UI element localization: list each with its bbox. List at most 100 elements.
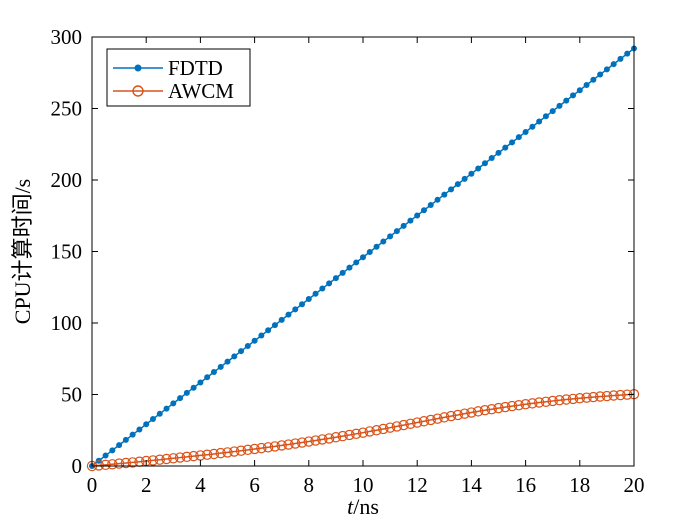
data-point-awcm-52 [439, 412, 450, 423]
y-tick-label-2: 100 [51, 311, 83, 335]
data-point-fdtd-64 [522, 128, 529, 135]
x-tick-label-6: 12 [407, 473, 428, 497]
data-point-awcm-44 [384, 422, 396, 433]
data-point-awcm-27 [269, 441, 281, 452]
y-tick-label-6: 300 [51, 25, 83, 49]
data-point-awcm-71 [567, 393, 579, 405]
data-point-fdtd-4 [116, 442, 123, 449]
data-point-fdtd-46 [400, 222, 407, 229]
data-point-awcm-41 [364, 426, 375, 437]
data-point-fdtd-44 [387, 233, 394, 240]
data-point-fdtd-62 [509, 139, 516, 146]
data-point-fdtd-12 [170, 400, 177, 407]
legend-marker-awcm [132, 85, 144, 97]
data-point-fdtd-27 [271, 322, 278, 329]
data-point-awcm-6 [127, 457, 138, 468]
x-tick-label-3: 6 [249, 473, 260, 497]
data-point-fdtd-73 [583, 81, 590, 88]
y-axis-label: CPU计算时间/s [10, 179, 35, 324]
data-point-fdtd-77 [610, 61, 617, 68]
data-point-fdtd-2 [102, 452, 109, 459]
data-point-awcm-46 [398, 419, 409, 431]
data-point-awcm-73 [581, 392, 592, 403]
data-point-fdtd-52 [441, 191, 448, 198]
x-tick-label-2: 4 [195, 473, 206, 497]
data-point-awcm-51 [432, 413, 443, 424]
data-point-awcm-75 [594, 391, 606, 402]
data-point-fdtd-65 [529, 123, 536, 130]
data-point-fdtd-20 [224, 358, 231, 365]
legend-entry-awcm: AWCM [113, 79, 234, 103]
data-point-fdtd-56 [468, 170, 475, 177]
data-point-awcm-1 [93, 460, 104, 471]
data-point-awcm-28 [276, 440, 287, 451]
data-point-fdtd-76 [603, 66, 610, 73]
data-point-fdtd-55 [461, 175, 468, 182]
data-point-fdtd-15 [190, 384, 197, 391]
data-point-awcm-78 [615, 389, 626, 401]
legend: FDTD AWCM [106, 48, 251, 107]
data-point-fdtd-67 [542, 113, 549, 120]
data-point-fdtd-40 [360, 254, 366, 261]
data-point-awcm-17 [201, 449, 213, 460]
data-point-fdtd-5 [122, 436, 129, 443]
data-point-fdtd-19 [217, 363, 224, 370]
data-point-fdtd-78 [617, 55, 624, 62]
data-point-awcm-50 [425, 414, 436, 426]
data-point-fdtd-37 [339, 269, 346, 276]
data-point-fdtd-68 [549, 108, 556, 115]
data-point-awcm-34 [317, 434, 328, 445]
data-point-fdtd-24 [251, 337, 258, 344]
data-point-awcm-76 [601, 390, 613, 402]
series-fdtd [89, 45, 637, 469]
data-point-fdtd-16 [197, 379, 204, 386]
data-point-awcm-53 [445, 410, 457, 422]
legend-marker-fdtd [134, 64, 142, 72]
data-point-fdtd-36 [332, 275, 339, 282]
data-point-fdtd-10 [156, 410, 163, 417]
data-point-fdtd-29 [285, 311, 292, 318]
data-point-fdtd-33 [312, 290, 319, 297]
data-point-awcm-70 [561, 394, 572, 405]
data-point-awcm-11 [161, 453, 172, 465]
data-point-fdtd-28 [278, 316, 285, 323]
data-point-fdtd-9 [149, 416, 156, 423]
x-axis-label: t/ns [347, 494, 379, 519]
legend-label-awcm: AWCM [168, 79, 234, 103]
data-point-fdtd-21 [231, 353, 238, 360]
data-point-awcm-39 [351, 428, 362, 440]
x-axis-label-unit: /ns [353, 494, 379, 519]
data-point-awcm-68 [547, 395, 558, 407]
y-tick-label-3: 150 [51, 240, 83, 264]
data-point-awcm-29 [283, 439, 294, 450]
data-point-awcm-25 [256, 442, 267, 454]
data-point-awcm-45 [391, 421, 403, 432]
data-point-awcm-42 [371, 425, 382, 436]
data-point-awcm-21 [229, 446, 240, 457]
data-point-awcm-22 [235, 445, 247, 456]
data-point-awcm-57 [472, 406, 484, 417]
x-tick-label-8: 16 [515, 473, 536, 497]
data-point-fdtd-38 [346, 264, 353, 271]
data-point-fdtd-25 [258, 332, 265, 339]
data-point-awcm-15 [188, 450, 199, 462]
data-point-fdtd-57 [475, 165, 482, 172]
data-point-fdtd-13 [177, 395, 184, 402]
data-point-fdtd-47 [407, 217, 414, 224]
data-point-fdtd-41 [366, 249, 373, 255]
data-point-fdtd-71 [570, 92, 577, 99]
data-point-awcm-47 [405, 418, 416, 430]
data-point-awcm-72 [574, 393, 586, 404]
data-point-awcm-69 [554, 395, 565, 406]
data-point-awcm-38 [344, 429, 355, 441]
data-point-fdtd-43 [380, 238, 387, 245]
data-point-fdtd-23 [244, 342, 251, 349]
data-point-fdtd-35 [326, 280, 333, 287]
data-point-fdtd-69 [556, 102, 563, 109]
x-tick-label-1: 2 [141, 473, 152, 497]
data-point-fdtd-34 [319, 285, 326, 292]
data-point-awcm-62 [506, 400, 518, 412]
data-point-awcm-14 [181, 451, 193, 463]
data-point-awcm-36 [330, 432, 342, 443]
